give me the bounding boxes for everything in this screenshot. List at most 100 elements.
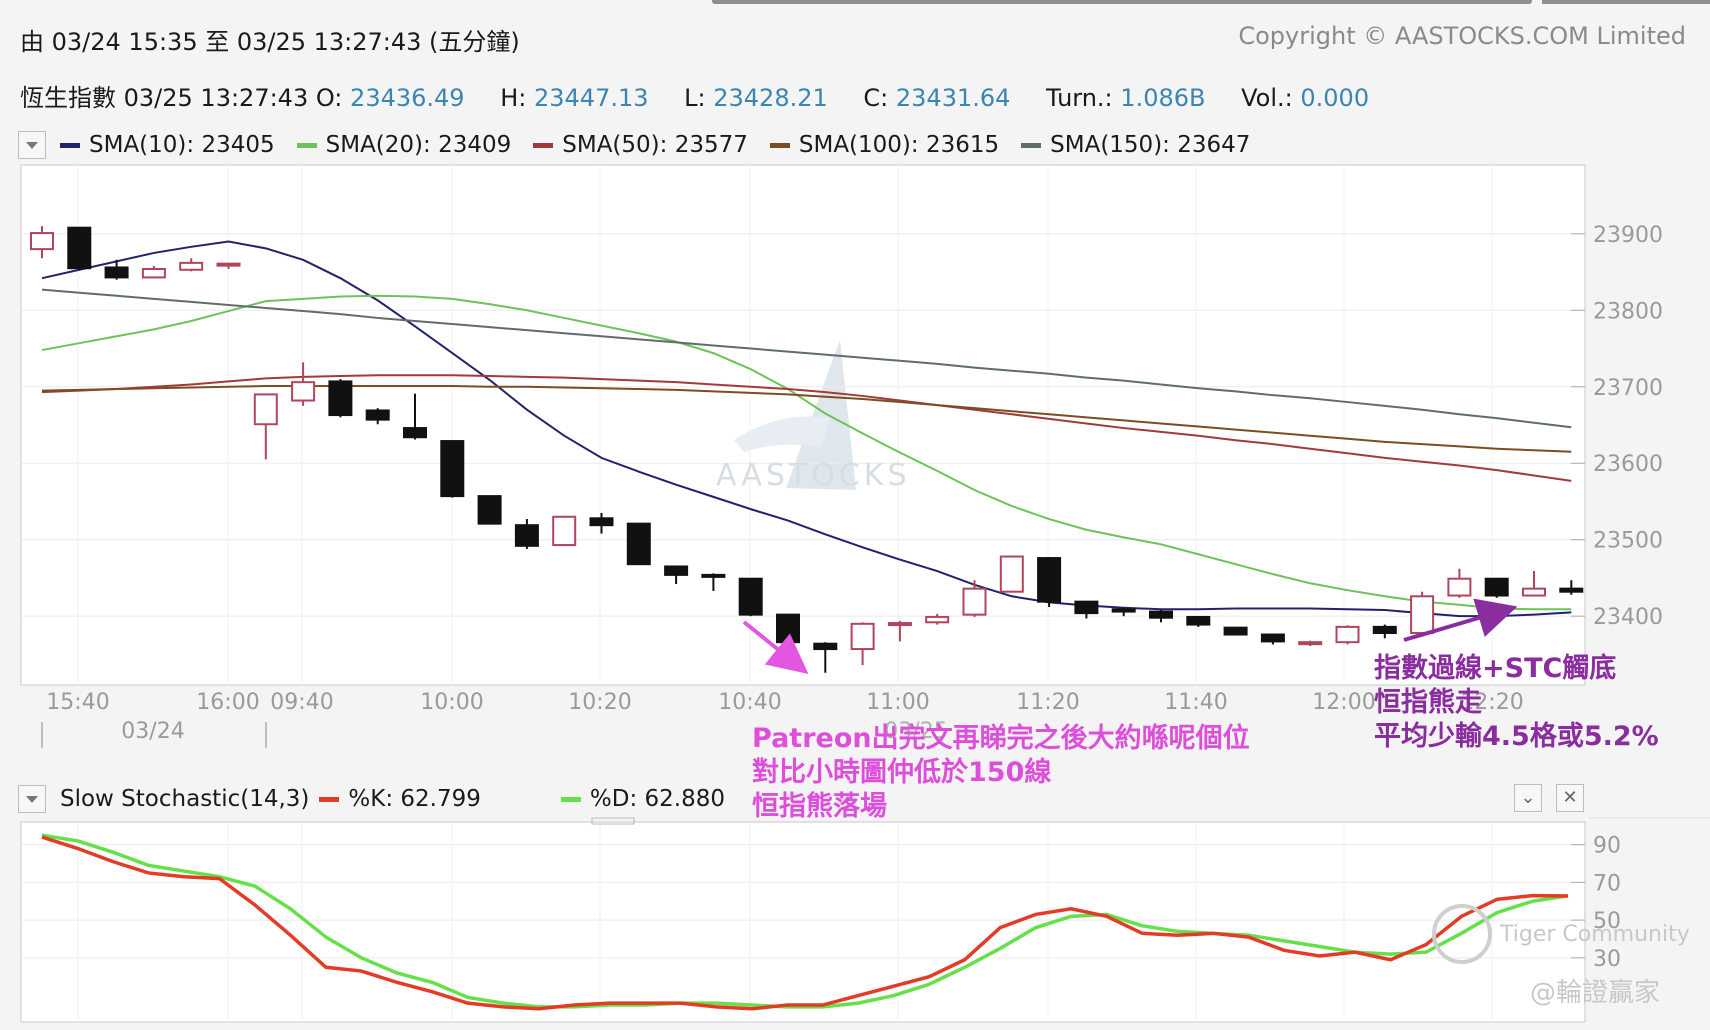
candle [179, 258, 204, 272]
time-tick-label: 10:20 [568, 690, 631, 715]
candle-body [104, 266, 129, 279]
price-tick-label: 23400 [1593, 605, 1663, 630]
candle-body [328, 380, 353, 417]
high-value: 23447.13 [533, 84, 649, 112]
pink-arrow [742, 620, 809, 675]
candle [962, 580, 987, 617]
candle-body [477, 495, 502, 525]
stochastic-tick-label: 50 [1593, 909, 1621, 934]
candle [925, 613, 950, 625]
candle [514, 519, 539, 549]
window-top-strip-right [1542, 0, 1710, 4]
candle-body [179, 261, 204, 271]
legend-sma50-label: SMA(50): 23577 [562, 132, 748, 158]
candle [1037, 557, 1062, 607]
candle [1111, 608, 1136, 617]
candle [403, 393, 427, 440]
purple-annotation-line: 恒指熊走 [1374, 687, 1482, 718]
candle-body [962, 587, 987, 616]
legend-d: %D: 62.880 [560, 786, 725, 812]
candle-body [1149, 610, 1173, 619]
legend-sma10: SMA(10): 23405 [60, 132, 275, 158]
low-label: L: [684, 84, 706, 112]
candle [1074, 600, 1099, 619]
aastocks-logo [786, 340, 856, 490]
close-icon[interactable]: ✕ [1556, 784, 1584, 812]
candle [1372, 624, 1397, 639]
candle-body [440, 440, 465, 498]
price-tick-label: 23700 [1593, 376, 1663, 401]
close-value: 23431.64 [895, 84, 1011, 112]
candle-body [1260, 633, 1285, 643]
legend-swatch [319, 796, 340, 802]
time-tick-label: 12:20 [1460, 690, 1523, 715]
stochastic-tick-label: 90 [1593, 834, 1621, 859]
candle-body [626, 522, 651, 566]
candle [626, 522, 651, 566]
candle [365, 408, 390, 425]
legend-swatch [296, 142, 317, 148]
date-label: 03/24 [121, 719, 184, 744]
legend-swatch [533, 142, 554, 148]
candle [552, 515, 577, 547]
date-label: 03/25 [884, 719, 947, 744]
sma-legend: SMA(10): 23405 SMA(20): 23409 SMA(50): 2… [18, 128, 1272, 162]
candle-body [1298, 641, 1323, 646]
candle-body [1522, 587, 1546, 597]
candle-body [141, 268, 166, 279]
purple-annotation-line: 指數過線+STC觸底 [1374, 653, 1617, 684]
candle-body [403, 427, 427, 439]
candle-body [589, 517, 614, 527]
stochastic-d-line [41, 833, 1569, 1009]
sma-dropdown-button[interactable] [18, 131, 46, 159]
legend-sma50: SMA(50): 23577 [533, 132, 748, 158]
candle [30, 226, 54, 259]
candle [813, 642, 838, 673]
stochastic-dropdown-button[interactable] [18, 785, 46, 813]
chevron-down-icon[interactable]: ⌄ [1514, 784, 1542, 812]
pink-annotation-line: 恒指熊落場 [752, 791, 887, 822]
candle [1410, 591, 1435, 637]
candle [1298, 640, 1323, 646]
time-tick-label: 11:40 [1164, 690, 1227, 715]
time-tick-label: 15:40 [46, 690, 109, 715]
legend-sma20-label: SMA(20): 23409 [325, 132, 512, 158]
candle [291, 362, 316, 406]
candle-body [850, 622, 875, 651]
copyright-text: Copyright © AASTOCKS.COM Limited [1238, 22, 1686, 50]
legend-swatch [769, 142, 790, 148]
purple-annotation: 指數過線+STC觸底 恒指熊走 平均少輸4.5格或5.2% [1374, 652, 1659, 754]
quote-line: 恆生指數 03/25 13:27:43 O: 23436.49 H: 23447… [20, 78, 1397, 113]
candle-body [664, 565, 689, 576]
time-tick-label: 12:00 [1312, 690, 1375, 715]
candle-body [552, 515, 577, 547]
candle-body [253, 393, 278, 426]
candle [776, 613, 800, 644]
candle-body [1372, 625, 1397, 634]
legend-k-label: %K: 62.799 [348, 786, 481, 812]
candle [328, 379, 353, 418]
candle-body [1447, 577, 1472, 597]
candle-body [1074, 600, 1099, 615]
candle [253, 393, 278, 460]
candle [1484, 577, 1509, 598]
tiger-community-watermark: Tiger Community [1500, 922, 1690, 947]
candle [589, 512, 614, 534]
candle-body [1335, 625, 1360, 644]
close-label: C: [863, 84, 889, 112]
volume-value: 0.000 [1300, 84, 1370, 112]
candle-body [999, 555, 1024, 593]
legend-swatch [1021, 142, 1042, 148]
time-tick-label: 11:20 [1016, 690, 1079, 715]
stochastic-title: Slow Stochastic(14,3) [60, 786, 310, 812]
volume-label: Vol.: [1241, 84, 1293, 112]
tiger-logo [1432, 904, 1492, 964]
legend-sma100-label: SMA(100): 23615 [798, 132, 1000, 158]
legend-sma100: SMA(100): 23615 [769, 132, 1000, 158]
candle-body [776, 613, 800, 644]
candle [104, 259, 129, 280]
sma-line [41, 240, 1572, 618]
purple-annotation-line: 平均少輸4.5格或5.2% [1374, 721, 1659, 752]
candle [1223, 626, 1248, 636]
legend-k: %K: 62.799 [319, 786, 481, 812]
